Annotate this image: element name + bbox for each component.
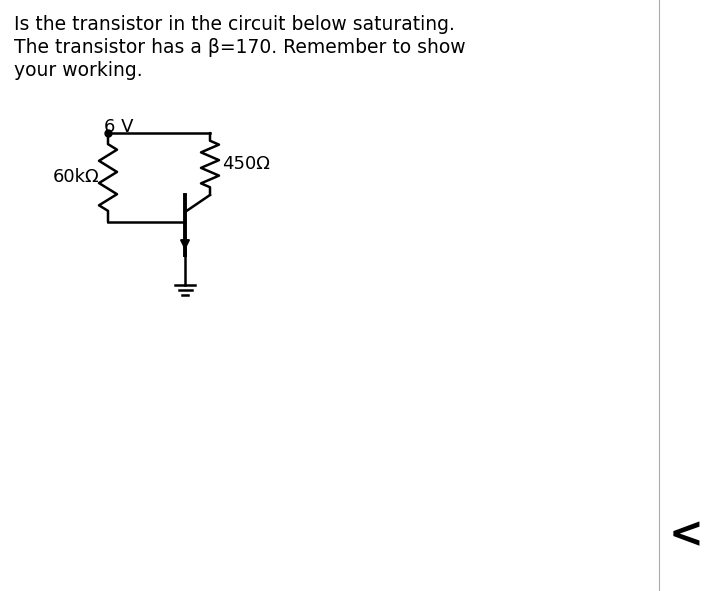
Text: Is the transistor in the circuit below saturating.: Is the transistor in the circuit below s… bbox=[14, 15, 455, 34]
Text: The transistor has a β=170. Remember to show: The transistor has a β=170. Remember to … bbox=[14, 38, 466, 57]
Text: 450Ω: 450Ω bbox=[222, 155, 270, 173]
Text: <: < bbox=[669, 514, 704, 556]
Text: 6 V: 6 V bbox=[104, 118, 133, 136]
Text: 60kΩ: 60kΩ bbox=[53, 168, 99, 187]
Text: your working.: your working. bbox=[14, 61, 143, 80]
